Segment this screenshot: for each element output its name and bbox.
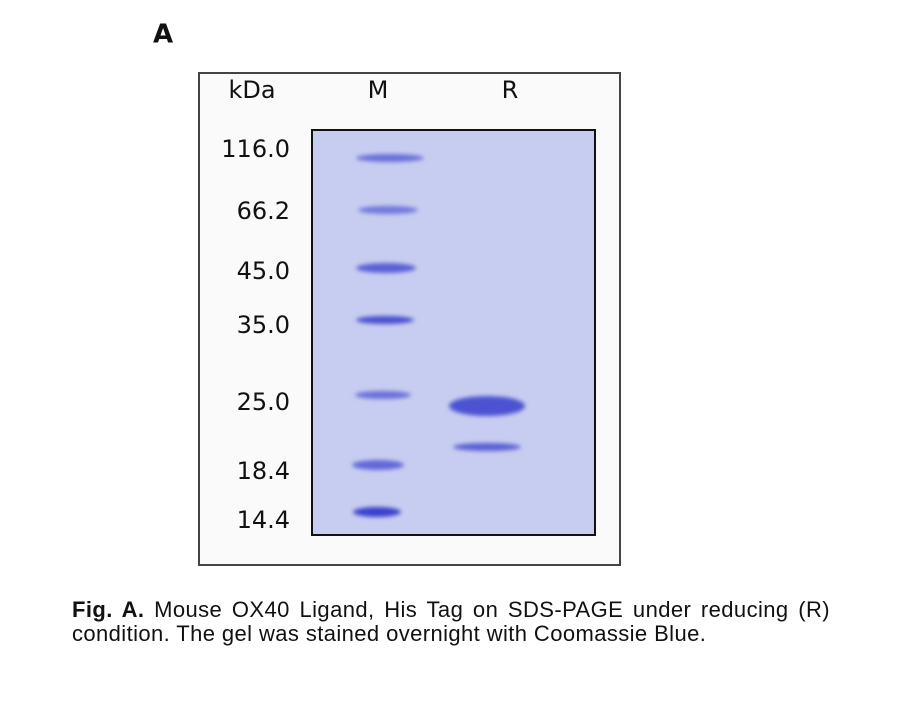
marker-label: 45.0 — [237, 257, 290, 285]
marker-label: 66.2 — [237, 197, 290, 225]
band — [453, 443, 521, 451]
marker-label: 14.4 — [237, 506, 290, 534]
band — [352, 460, 404, 470]
caption: Fig. A. Mouse OX40 Ligand, His Tag on SD… — [72, 598, 830, 646]
marker-label: 116.0 — [221, 135, 290, 163]
band — [449, 396, 525, 416]
marker-label: 35.0 — [237, 311, 290, 339]
panel-label: A — [153, 20, 173, 50]
band — [353, 507, 401, 517]
band — [356, 263, 416, 273]
caption-label: Fig. A. — [72, 597, 145, 622]
band — [356, 316, 414, 324]
band — [356, 154, 424, 162]
marker-labels: 116.0 66.2 45.0 35.0 25.0 18.4 14.4 — [221, 135, 290, 534]
caption-text: Mouse OX40 Ligand, His Tag on SDS-PAGE u… — [72, 597, 830, 646]
marker-label: 18.4 — [237, 457, 290, 485]
lane-label: R — [502, 76, 519, 104]
band — [355, 391, 411, 399]
gel — [311, 129, 596, 536]
marker-label: 25.0 — [237, 388, 290, 416]
unit-label: kDa — [228, 76, 275, 104]
lane-label: M — [368, 76, 389, 104]
bands — [352, 154, 525, 517]
band — [358, 206, 418, 214]
